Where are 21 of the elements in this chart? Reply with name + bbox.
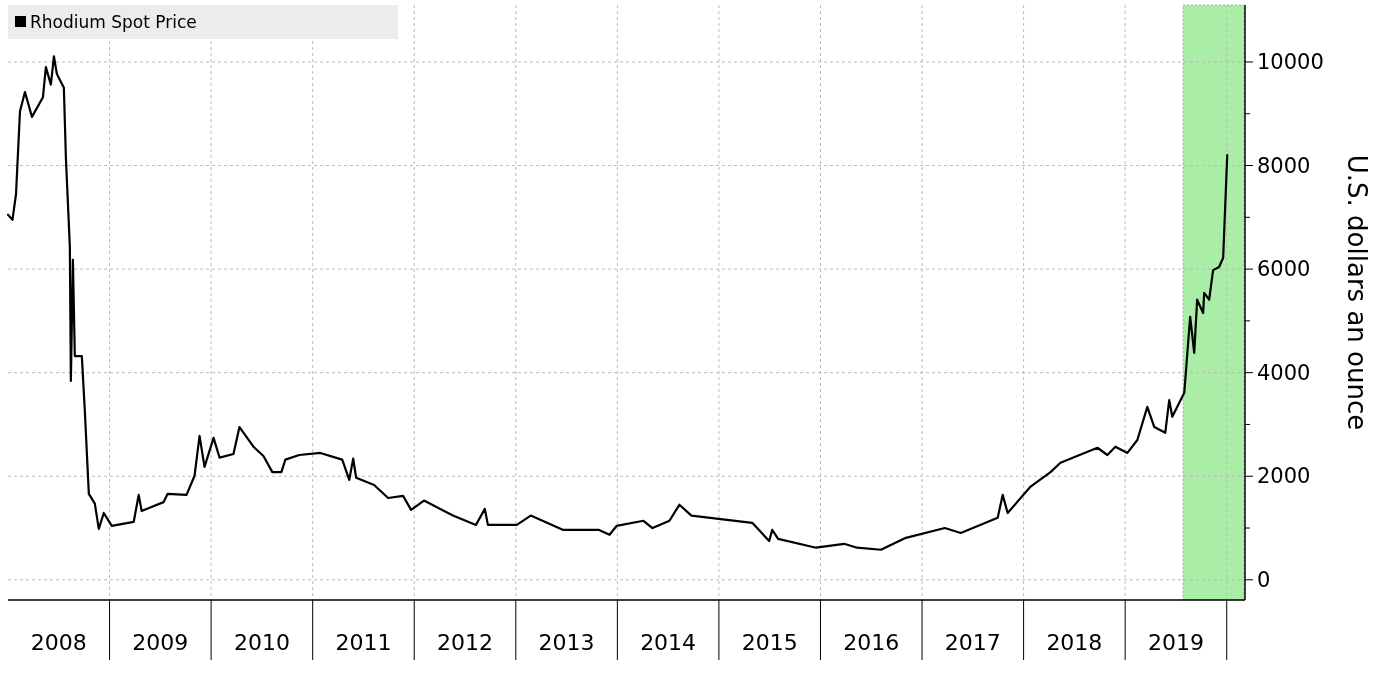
x-tick-label: 2010 xyxy=(233,630,290,655)
x-tick-label: 2011 xyxy=(335,630,392,655)
legend-label: Rhodium Spot Price xyxy=(30,12,197,32)
line-series xyxy=(6,55,1229,551)
y-tick-label: 8000 xyxy=(1257,153,1311,178)
y-tick-label: 4000 xyxy=(1257,360,1311,385)
x-tick-label: 2012 xyxy=(437,630,494,655)
y-tick-label: 10000 xyxy=(1257,49,1324,74)
x-tick-label: 2008 xyxy=(30,630,87,655)
x-tick-label: 2018 xyxy=(1046,630,1103,655)
y-tick-label: 2000 xyxy=(1257,464,1311,489)
x-tick-label: 2014 xyxy=(640,630,697,655)
y-axis-title: U.S. dollars an ounce xyxy=(1342,154,1372,431)
x-tick-label: 2019 xyxy=(1147,630,1204,655)
x-tick-label: 2016 xyxy=(843,630,900,655)
y-tick-label: 6000 xyxy=(1257,257,1311,282)
x-tick-label: 2015 xyxy=(741,630,798,655)
y-tick-label: 0 xyxy=(1257,567,1271,592)
x-tick-label: 2013 xyxy=(538,630,595,655)
x-tick-label: 2009 xyxy=(132,630,189,655)
x-tick-label: 2017 xyxy=(944,630,1001,655)
